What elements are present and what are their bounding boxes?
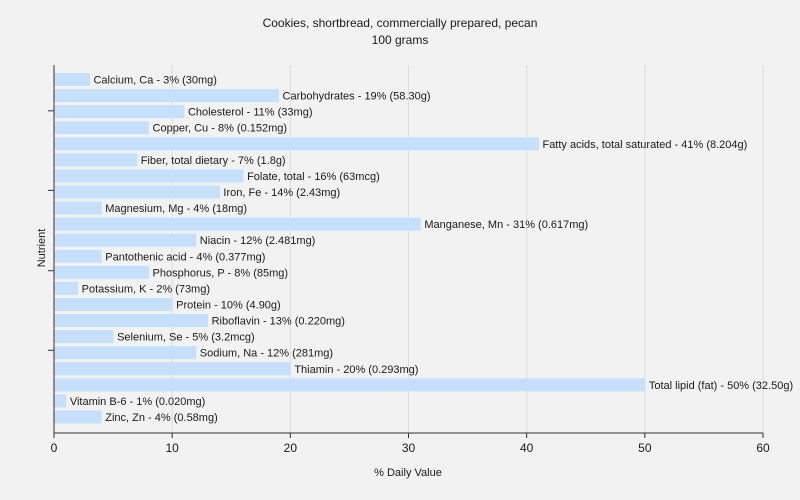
bar-label: Zinc, Zn - 4% (0.58mg)	[105, 412, 217, 424]
axes: 0 10 20 30 40 50 60	[48, 65, 770, 455]
x-tick-label: 20	[284, 441, 298, 455]
bar	[54, 346, 197, 360]
bar	[54, 330, 114, 344]
bar-label: Phosphorus, P - 8% (85mg)	[153, 267, 289, 279]
bar-label: Pantothenic acid - 4% (0.377mg)	[105, 251, 265, 263]
bar-label: Potassium, K - 2% (73mg)	[82, 283, 210, 295]
bar	[54, 73, 90, 86]
chart-title: Cookies, shortbread, commercially prepar…	[263, 16, 538, 30]
bar	[54, 314, 209, 328]
bar	[54, 233, 197, 247]
bar-label: Thiamin - 20% (0.293mg)	[294, 364, 418, 376]
bar	[54, 378, 646, 392]
x-tick-label: 0	[51, 441, 58, 455]
x-axis-label: % Daily Value	[374, 467, 442, 479]
bar	[54, 137, 539, 151]
bar	[54, 297, 173, 311]
bar	[54, 281, 79, 295]
gridlines	[171, 65, 764, 433]
bar-label: Calcium, Ca - 3% (30mg)	[93, 75, 216, 87]
bar	[54, 410, 102, 424]
bar	[54, 121, 150, 135]
bar-label: Folate, total - 16% (63mcg)	[247, 171, 380, 183]
bar-label: Sodium, Na - 12% (281mg)	[200, 348, 333, 360]
x-tick-label: 40	[520, 441, 534, 455]
bar-label: Manganese, Mn - 31% (0.617mg)	[424, 219, 588, 231]
bar	[54, 249, 102, 263]
bar-label: Vitamin B-6 - 1% (0.020mg)	[70, 396, 206, 408]
bar-label: Riboflavin - 13% (0.220mg)	[212, 316, 345, 328]
bar-label: Fiber, total dietary - 7% (1.8g)	[141, 155, 286, 167]
bar-label: Protein - 10% (4.90g)	[176, 299, 281, 311]
bar	[54, 362, 291, 376]
bar-label: Magnesium, Mg - 4% (18mg)	[105, 203, 247, 215]
bar	[54, 169, 244, 183]
bar-label: Total lipid (fat) - 50% (32.50g)	[649, 380, 793, 392]
bar-label: Iron, Fe - 14% (2.43mg)	[223, 187, 340, 199]
x-tick-label: 50	[638, 441, 652, 455]
bar	[54, 265, 150, 279]
chart-subtitle: 100 grams	[372, 33, 429, 47]
bar-label: Niacin - 12% (2.481mg)	[200, 235, 316, 247]
bar-label: Copper, Cu - 8% (0.152mg)	[153, 123, 288, 135]
bar	[54, 394, 67, 408]
x-tick-label: 30	[402, 441, 416, 455]
bar	[54, 185, 220, 199]
bar-label: Cholesterol - 11% (33mg)	[188, 107, 313, 119]
x-tick-label: 60	[756, 441, 770, 455]
y-axis-label: Nutrient	[36, 229, 48, 268]
bar	[54, 153, 138, 167]
bar	[54, 105, 185, 119]
bar	[54, 89, 280, 103]
bar	[54, 201, 102, 215]
bar-label: Fatty acids, total saturated - 41% (8.20…	[542, 139, 747, 151]
bar	[54, 217, 421, 231]
bar-label: Selenium, Se - 5% (3.2mcg)	[117, 332, 255, 344]
bars-group: Calcium, Ca - 3% (30mg) Carbohydrates - 1…	[54, 73, 793, 424]
x-tick-label: 10	[165, 441, 179, 455]
bar-label: Carbohydrates - 19% (58.30g)	[283, 91, 431, 103]
